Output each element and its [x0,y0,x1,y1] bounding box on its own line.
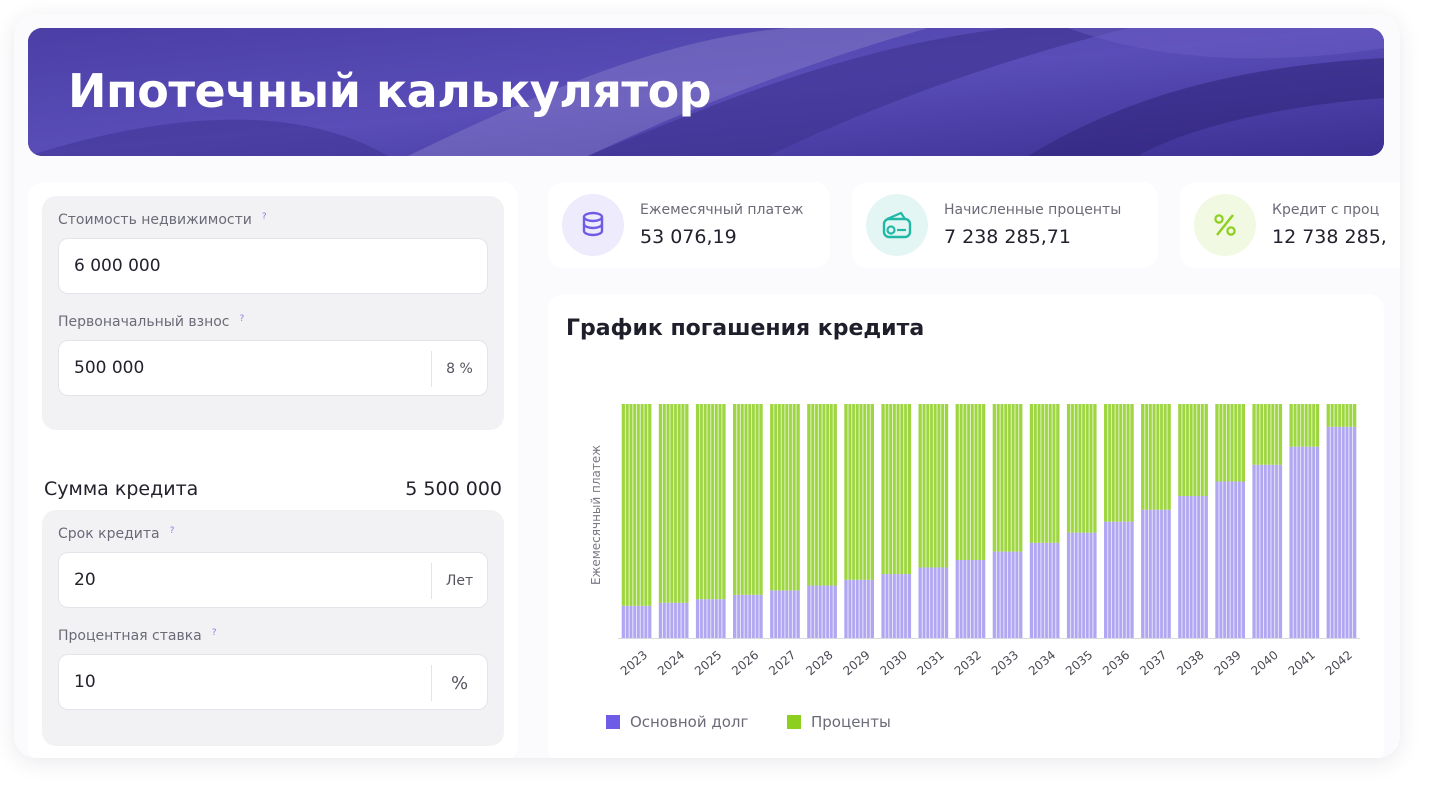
rate-value: 10 [74,672,96,692]
credit-with-interest-card: Кредит с проц 12 738 285, [1180,182,1400,268]
percent-icon [1194,194,1256,256]
down-payment-label: Первоначальный взнос? [58,314,245,330]
down-payment-input[interactable]: 500 000 8 % [58,340,488,396]
x-tick-label: 2037 [1137,648,1169,678]
rate-label: Процентная ставка? [58,628,217,644]
price-value: 6 000 000 [74,256,161,276]
term-value: 20 [74,570,96,590]
down-payment-value: 500 000 [74,358,145,378]
page-title: Ипотечный калькулятор [68,64,712,118]
legend-swatch-interest [787,715,801,729]
x-tick-label: 2027 [766,648,798,678]
x-tick-label: 2033 [989,648,1021,678]
loan-terms-group: Срок кредита? 20 Лет Процентная ставка? 1… [42,510,504,746]
stat-title: Ежемесячный платеж [640,202,804,218]
stat-value: 12 738 285, [1272,226,1387,248]
loan-sum-label: Сумма кредита [44,478,199,500]
monthly-payment-card: Ежемесячный платеж 53 076,19 [548,182,830,268]
x-tick-label: 2028 [803,648,835,678]
help-icon[interactable]: ? [169,526,175,536]
rate-input[interactable]: 10% [58,654,488,710]
x-tick-label: 2029 [840,648,872,678]
accrued-interest-card: Начисленные проценты 7 238 285,71 [852,182,1158,268]
x-tick-label: 2034 [1026,648,1058,678]
x-tick-label: 2039 [1211,648,1243,678]
x-tick-label: 2024 [655,648,687,678]
repayment-chart: 2023 2024 2025 2026 2027 2028 2029 2030 2031 2032… [589,404,1360,731]
repayment-chart-card: График погашения кредита 2023 2024 2025 202… [548,294,1384,758]
help-icon[interactable]: ? [261,212,267,222]
help-icon[interactable]: ? [211,628,217,638]
term-unit: Лет [431,563,487,599]
x-tick-label: 2025 [692,648,724,678]
x-tick-label: 2035 [1063,648,1095,678]
legend-swatch-principal [606,715,620,729]
help-icon[interactable]: ? [239,314,245,324]
y-axis-label: Ежемесячный платеж [589,445,603,585]
calculator-frame: Ипотечный калькулятор Стоимость недвижим… [14,14,1400,758]
x-tick-label: 2036 [1100,648,1132,678]
stat-value: 53 076,19 [640,226,737,248]
x-tick-label: 2026 [729,648,761,678]
x-tick-label: 2031 [915,648,947,678]
stat-title: Кредит с проц [1272,202,1380,218]
input-panel: Стоимость недвижимости? 6 000 000 Первон… [28,182,518,758]
price-label: Стоимость недвижимости? [58,212,267,228]
header-banner: Ипотечный калькулятор [28,28,1384,156]
rate-unit: % [431,665,487,701]
legend-label-interest: Проценты [811,713,891,731]
loan-sum-value: 5 500 000 [405,478,502,500]
wallet-icon [866,194,928,256]
property-group: Стоимость недвижимости? 6 000 000 Первон… [42,196,504,430]
x-tick-label: 2041 [1286,648,1318,678]
banner-background [28,28,1384,156]
term-input[interactable]: 20 Лет [58,552,488,608]
x-tick-label: 2023 [618,648,650,678]
x-tick-label: 2042 [1323,648,1355,678]
x-tick-label: 2038 [1174,648,1206,678]
down-payment-percent: 8 % [431,351,487,387]
term-label: Срок кредита? [58,526,175,542]
x-tick-label: 2032 [952,648,984,678]
price-input[interactable]: 6 000 000 [58,238,488,294]
chart-title: График погашения кредита [566,316,925,341]
stat-value: 7 238 285,71 [944,226,1071,248]
stat-title: Начисленные проценты [944,202,1122,218]
x-tick-label: 2030 [877,648,909,678]
legend-label-principal: Основной долг [630,713,749,731]
coins-icon [562,194,624,256]
x-tick-label: 2040 [1248,648,1280,678]
